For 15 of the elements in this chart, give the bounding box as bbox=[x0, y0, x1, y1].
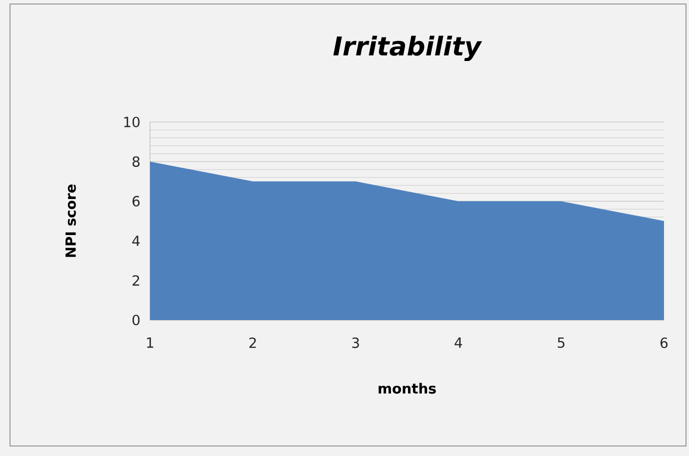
x-tick-label: 6 bbox=[660, 338, 668, 348]
y-tick-label: 6 bbox=[132, 196, 140, 206]
y-tick-label: 4 bbox=[132, 236, 140, 246]
x-tick-label: 3 bbox=[352, 338, 359, 348]
x-tick-label: 4 bbox=[454, 338, 462, 348]
x-tick-label: 2 bbox=[249, 338, 256, 348]
x-axis-title: months bbox=[378, 382, 436, 394]
y-tick-label: 0 bbox=[132, 314, 140, 326]
y-tick-label: 10 bbox=[124, 116, 140, 128]
y-axis-title: NPI score bbox=[66, 184, 76, 257]
chart-title: Irritability bbox=[333, 36, 482, 62]
y-tick-label: 2 bbox=[132, 275, 140, 286]
x-tick-label: 5 bbox=[558, 338, 564, 348]
x-tick-label: 1 bbox=[147, 338, 154, 348]
y-tick-label: 8 bbox=[132, 156, 140, 167]
